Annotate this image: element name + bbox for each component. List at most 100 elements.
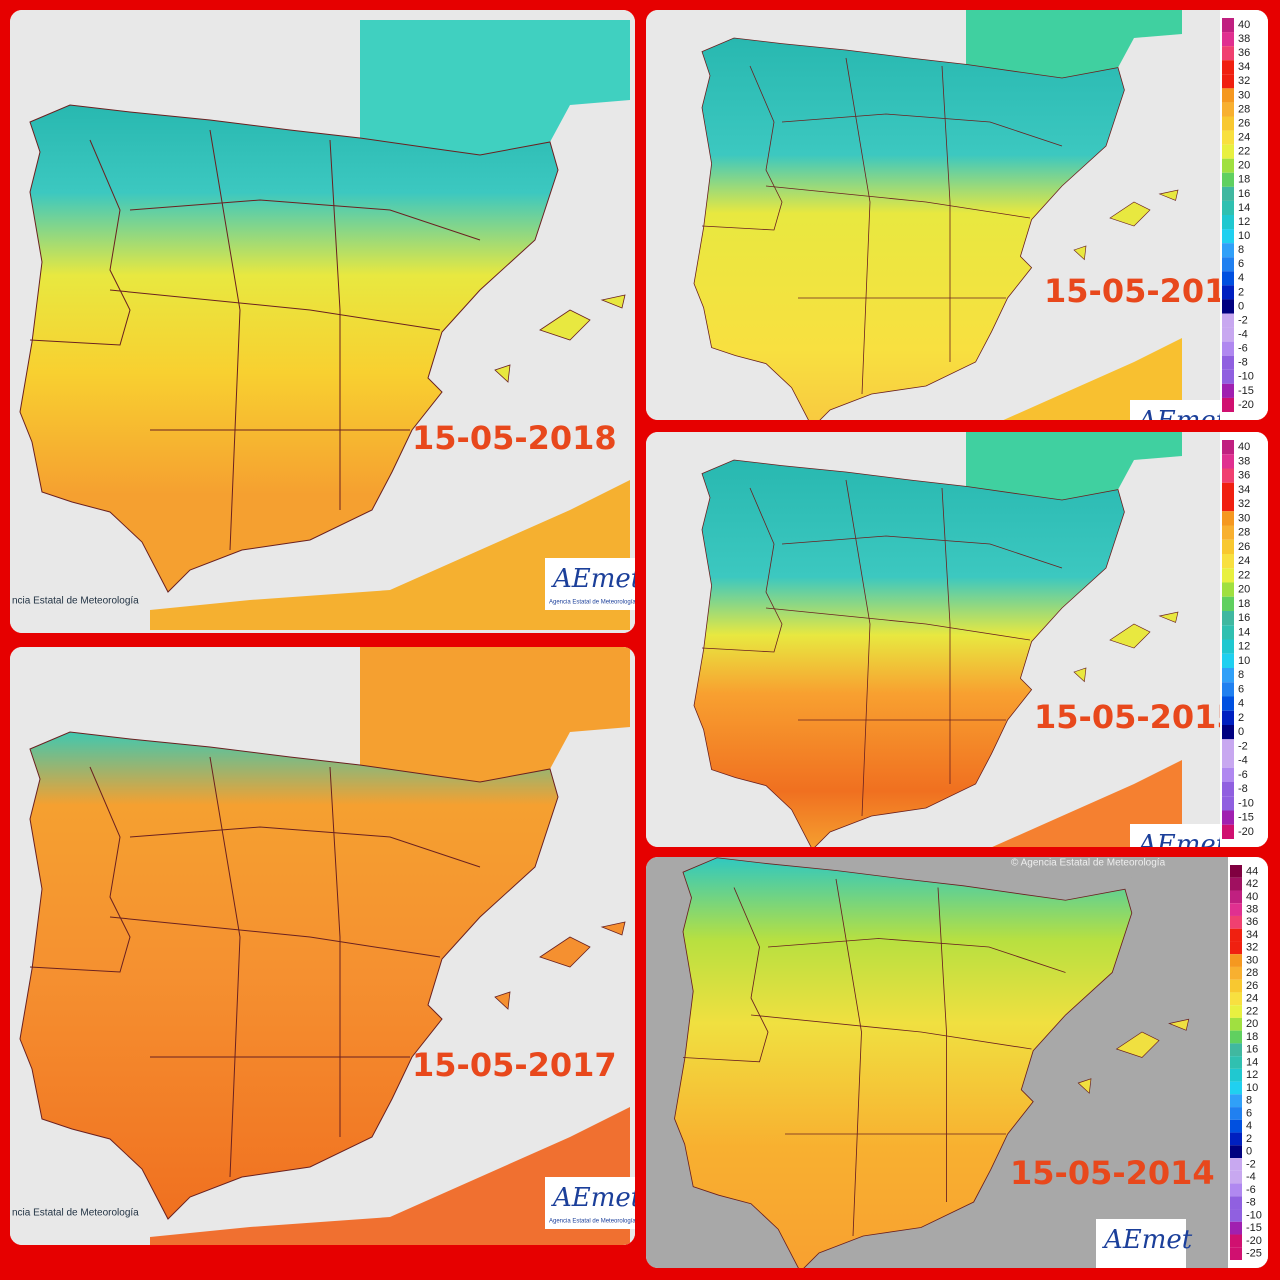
legend-swatch [1222,215,1234,230]
legend-swatch [1222,74,1234,89]
legend-label: 30 [1246,954,1258,966]
legend-label: -2 [1238,314,1248,326]
legend-label: 26 [1238,117,1250,129]
legend-swatch [1222,782,1234,797]
legend-swatch [1222,525,1234,540]
legend-label: 34 [1238,61,1250,73]
legend-label: 22 [1246,1005,1258,1017]
credit: ncia Estatal de Meteorología [12,1208,139,1219]
panel-content: 15-05-2018 ncia Estatal de Meteorología AE… [10,10,642,633]
map [693,10,1183,420]
legend-swatch [1230,979,1242,993]
legend-label: 12 [1238,641,1250,653]
legend-swatch [1222,639,1234,654]
legend-swatch [1230,1209,1242,1222]
legend-label: 30 [1238,512,1250,524]
legend-label: 4 [1246,1120,1252,1132]
island [1158,189,1179,201]
logo-box [1096,1219,1186,1268]
legend-label: 22 [1238,146,1250,158]
map [19,647,630,1245]
island [1109,201,1151,227]
legend-swatch [1230,1030,1242,1044]
logo: AEmet [1102,1225,1193,1255]
legend-swatch [1222,440,1234,455]
legend-swatch [1222,482,1234,497]
island [494,364,511,383]
legend-label: -15 [1238,385,1254,397]
province-borders [701,57,1063,395]
legend-label: 36 [1238,47,1250,59]
legend-label: 10 [1238,655,1250,667]
legend-swatch [1222,299,1234,314]
legend-swatch [1230,1132,1242,1146]
legend-swatch [1222,116,1234,131]
legend-label: 34 [1238,484,1250,496]
legend-swatch [1230,1145,1242,1159]
island [1115,1031,1160,1058]
legend-label: 8 [1246,1095,1252,1107]
legend-label: 40 [1238,19,1250,31]
map-panel: 15-05-2016AEmet4038363432302826242220181… [646,10,1268,436]
logo-box [1130,824,1220,847]
date-label: 15-05-2018 [412,419,617,457]
legend-label: -15 [1238,812,1254,824]
legend-swatch [1222,102,1234,117]
legend-swatch [1230,1005,1242,1018]
legend-swatch [1222,18,1234,33]
legend-label: 28 [1246,967,1258,979]
legend-swatch [1230,903,1242,916]
legend-label: 14 [1246,1056,1258,1068]
legend-swatch [1222,200,1234,215]
island [539,309,591,341]
map [693,432,1183,847]
legend-label: -6 [1246,1184,1256,1196]
island [600,294,626,309]
iberia [693,37,1125,420]
legend-label: 42 [1246,878,1258,890]
date-label: 15-05-2016 [1044,272,1249,310]
legend-swatch [1230,865,1242,878]
logo-subtitle: Agencia Estatal de Meteorología [549,600,636,606]
logo-box [1130,400,1220,420]
legend-swatch [1230,1196,1242,1210]
legend-swatch [1230,954,1242,967]
legend-swatch [1230,1043,1242,1057]
iberia [19,104,559,593]
legend-label: 24 [1238,132,1250,144]
africa [150,1107,630,1245]
legend-label: 26 [1238,541,1250,553]
island [1073,245,1087,261]
legend-label: 2 [1238,712,1244,724]
legend-label: 6 [1238,258,1244,270]
logo: AEmet [1136,406,1227,436]
legend-label: 38 [1238,455,1250,467]
logo-subtitle: Agencia Estatal de Meteorología [549,1219,636,1225]
legend-label: 36 [1238,470,1250,482]
legend-swatch [1222,144,1234,159]
island [1077,1078,1092,1094]
legend-label: 38 [1238,33,1250,45]
legend-label: 16 [1238,188,1250,200]
logo: AEmet [551,564,642,594]
logo-box [545,1177,635,1229]
legend-label: -4 [1238,755,1248,767]
legend-label: 24 [1238,555,1250,567]
legend-label: 40 [1238,441,1250,453]
legend-swatch [1222,497,1234,512]
legend-swatch [1230,1247,1242,1260]
legend-label: -6 [1238,769,1248,781]
legend-swatch [1230,1170,1242,1184]
legend-swatch [1230,992,1242,1006]
credit: ncia Estatal de Meteorología [12,596,139,607]
legend-label: 0 [1238,300,1244,312]
legend-label: 18 [1238,598,1250,610]
legend-label: -10 [1246,1209,1262,1221]
legend-swatch [1230,1081,1242,1095]
legend-label: -25 [1246,1248,1262,1260]
legend-swatch [1222,710,1234,725]
legend-swatch [1222,383,1234,398]
island [1158,611,1179,623]
map-panel: 15-05-2018 ncia Estatal de Meteorología AE… [10,10,642,633]
